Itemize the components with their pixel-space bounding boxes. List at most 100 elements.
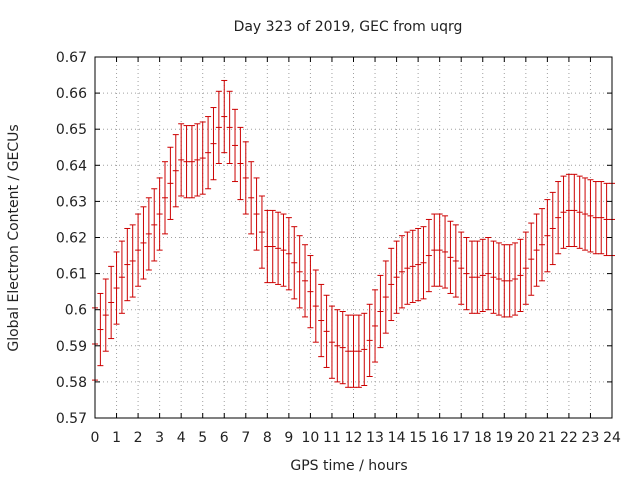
error-bar-point (571, 173, 578, 248)
x-axis-label: GPS time / hours (290, 458, 407, 474)
error-bar-point (188, 125, 195, 199)
error-bar-point (576, 175, 583, 249)
error-bar-point (582, 177, 589, 251)
error-bar-point (307, 255, 314, 329)
chart-title: Day 323 of 2019, GEC from uqrg (234, 19, 463, 35)
error-bar-point (221, 79, 228, 154)
error-bar-point (129, 224, 136, 298)
error-bar-point (549, 191, 556, 266)
error-bar-point (140, 206, 147, 280)
error-bar-point (565, 173, 572, 248)
error-bar-point (118, 240, 125, 314)
error-bar-point (479, 238, 486, 313)
error-bar-point (425, 218, 432, 293)
error-bar-point (108, 265, 115, 340)
x-tick-label: 15 (409, 430, 427, 446)
error-bar-point (345, 314, 352, 388)
error-bar-point (178, 123, 185, 197)
error-bar-point (382, 260, 389, 334)
x-tick-label: 24 (603, 430, 621, 446)
y-tick-label: 0.59 (56, 339, 87, 355)
error-bar-point (522, 231, 529, 305)
error-bar-point (135, 213, 142, 287)
x-tick-label: 4 (177, 430, 186, 446)
y-tick-label: 0.62 (56, 231, 87, 247)
error-bar-point (242, 141, 249, 215)
x-tick-label: 23 (582, 430, 600, 446)
x-tick-label: 22 (560, 430, 578, 446)
x-tick-label: 5 (198, 430, 207, 446)
y-tick-label: 0.58 (56, 375, 87, 391)
error-bar-point (253, 177, 260, 251)
x-tick-label: 1 (112, 430, 121, 446)
x-tick-label: 6 (220, 430, 229, 446)
error-bar-point (490, 240, 497, 314)
error-bar-point (124, 227, 131, 302)
error-bar-point (420, 226, 427, 300)
error-bar-point (592, 181, 599, 255)
y-tick-label: 0.6 (65, 303, 87, 319)
error-bar-point (172, 134, 179, 208)
error-bar-point (318, 283, 325, 358)
x-tick-label: 10 (302, 430, 320, 446)
error-bar-point (512, 242, 519, 316)
error-bar-point (544, 199, 551, 273)
y-tick-label: 0.66 (56, 86, 87, 102)
error-bar-point (156, 177, 163, 251)
error-bar-point (269, 209, 276, 284)
x-tick-label: 0 (91, 430, 100, 446)
error-bar-point (517, 238, 524, 313)
x-tick-label: 3 (155, 430, 164, 446)
error-bar-point (285, 217, 292, 291)
error-bar-point (393, 240, 400, 314)
x-tick-label: 17 (452, 430, 470, 446)
x-tick-label: 11 (323, 430, 341, 446)
error-bar-point (388, 247, 395, 322)
error-bar-point (372, 289, 379, 363)
error-bar-point (598, 181, 605, 255)
y-tick-label: 0.57 (56, 411, 87, 427)
x-tick-label: 21 (538, 430, 556, 446)
error-bar-point (145, 197, 152, 271)
error-bar-point (237, 126, 244, 201)
error-bar-point (538, 208, 545, 282)
error-bar-point (560, 175, 567, 249)
error-bar-point (555, 181, 562, 255)
error-bar-point (533, 213, 540, 287)
error-bar-point (328, 305, 335, 379)
error-bar-point (603, 182, 610, 257)
x-tick-label: 12 (345, 430, 363, 446)
error-bar-point (258, 195, 265, 269)
error-bar-point (587, 179, 594, 253)
error-bar-point (436, 213, 443, 287)
error-bar-point (194, 123, 201, 197)
error-bar-point (361, 312, 368, 387)
error-bar-point (291, 226, 298, 300)
error-bar-point (312, 269, 319, 343)
error-bar-point (442, 215, 449, 289)
error-bar-point (323, 294, 330, 368)
error-bar-point (215, 90, 222, 164)
error-bar-point (355, 314, 362, 388)
error-bar-point (296, 235, 303, 309)
error-bar-point (447, 220, 454, 294)
error-bar-point (151, 188, 158, 262)
y-tick-label: 0.67 (56, 50, 87, 66)
y-tick-label: 0.64 (56, 158, 87, 174)
y-tick-label: 0.61 (56, 267, 87, 283)
error-bar-point (485, 237, 492, 311)
error-bar-point (404, 231, 411, 305)
error-bar-point (463, 237, 470, 311)
error-bar-point (162, 161, 169, 235)
axis-ticks: 0 1 2 3 4 5 6 7 8 9 10 11 12 13 14 15 16 17 18 19 20 21 22 23 24… (56, 50, 621, 446)
x-tick-label: 13 (366, 430, 384, 446)
error-bar-point (275, 211, 282, 285)
error-bar-point (431, 213, 438, 287)
x-tick-label: 9 (284, 430, 293, 446)
error-bar-point (528, 222, 535, 296)
x-tick-label: 2 (134, 430, 143, 446)
x-tick-label: 20 (517, 430, 535, 446)
error-bar-point (409, 229, 416, 303)
error-bar-point (280, 213, 287, 287)
